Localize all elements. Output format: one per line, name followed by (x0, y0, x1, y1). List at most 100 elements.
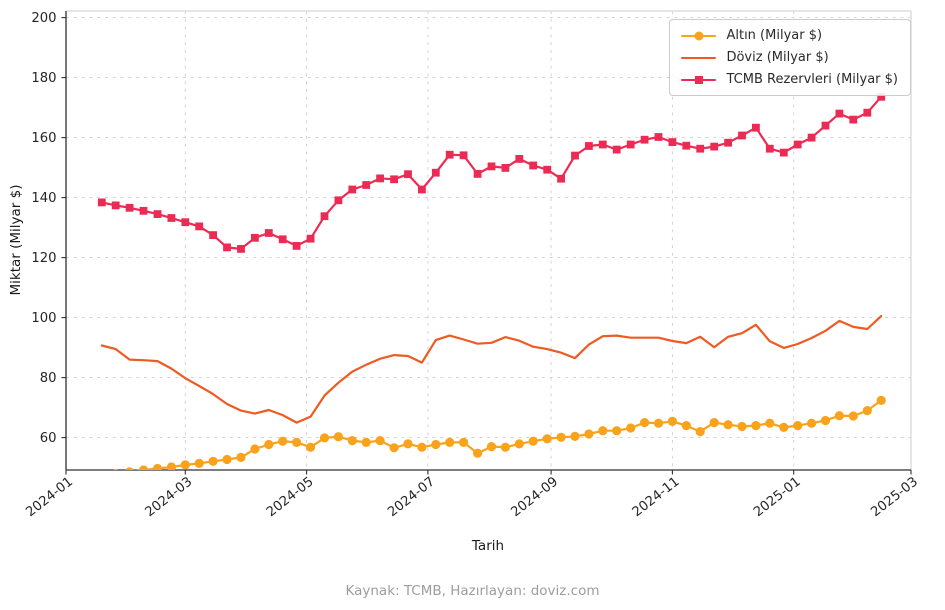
square-marker-icon (529, 161, 538, 170)
square-marker-icon (501, 164, 510, 172)
legend-item-tcmb: TCMB Rezervleri (Milyar $) (680, 71, 898, 88)
source-caption: Kaynak: TCMB, Hazırlayan: doviz.com (345, 583, 600, 599)
circle-marker-icon (598, 426, 608, 436)
circle-marker-icon (347, 436, 357, 446)
circle-marker-icon (333, 432, 343, 442)
x-tick-label: 2024-11 (630, 474, 683, 520)
y-tick-label: 60 (40, 431, 57, 446)
legend: Altın (Milyar $) Döviz (Milyar $) TCMB R… (669, 19, 911, 96)
circle-marker-icon (834, 411, 845, 421)
square-marker-icon (487, 162, 496, 171)
square-marker-icon (598, 140, 607, 149)
square-marker-icon (167, 214, 176, 222)
altin-series-line (134, 399, 883, 470)
square-marker-icon (459, 151, 468, 160)
square-marker-icon (125, 203, 134, 212)
circle-marker-icon (626, 423, 636, 433)
y-tick-label: 140 (31, 191, 56, 206)
legend-label-doviz: Döviz (Milyar $) (726, 50, 829, 65)
x-axis-title: Tarih (471, 538, 505, 554)
square-marker-icon (153, 210, 162, 218)
tcmb-markers (97, 92, 886, 253)
square-marker-icon (320, 212, 329, 221)
series-layer (97, 92, 886, 470)
circle-marker-icon (612, 426, 622, 436)
square-marker-icon (181, 218, 190, 227)
circle-marker-icon (403, 439, 413, 449)
square-marker-icon (640, 135, 649, 144)
square-marker-icon (431, 168, 440, 177)
circle-marker-icon (417, 442, 427, 452)
circle-marker-icon (793, 421, 803, 431)
circle-marker-icon (389, 443, 399, 453)
circle-marker-icon (667, 416, 678, 426)
circle-marker-icon (807, 418, 817, 428)
x-tick-label: 2024-05 (264, 474, 317, 520)
x-tick-label: 2025-03 (868, 474, 921, 520)
square-marker-icon (376, 174, 384, 183)
square-marker-icon (821, 121, 830, 130)
legend-label-tcmb: TCMB Rezervleri (Milyar $) (726, 72, 898, 87)
line-swatch-icon (681, 56, 717, 59)
legend-swatch-tcmb (680, 74, 717, 86)
square-marker-icon (139, 206, 148, 215)
circle-marker-icon (848, 411, 858, 421)
circle-marker-icon (751, 421, 761, 431)
square-marker-icon (292, 242, 301, 250)
circle-marker-icon (459, 437, 469, 447)
square-marker-icon (334, 196, 343, 205)
y-tick-label: 200 (31, 11, 56, 26)
x-axis: 2024-01 2024-03 2024-05 2024-07 2024-09 2024-… (23, 470, 921, 520)
square-marker-icon (738, 131, 746, 140)
circle-marker-icon (250, 444, 260, 454)
circle-marker-icon (431, 439, 441, 450)
square-marker-icon (557, 174, 565, 183)
circle-marker-icon (361, 437, 371, 447)
y-tick-label: 100 (31, 311, 56, 326)
circle-marker-icon (820, 415, 831, 426)
y-axis: 60 80 100 120 140 160 180 200 (31, 11, 66, 446)
square-marker-icon (195, 222, 204, 231)
square-marker-icon (682, 141, 691, 150)
square-marker-icon (404, 170, 412, 179)
square-marker-icon (278, 235, 287, 244)
y-tick-label: 180 (31, 71, 56, 86)
circle-marker-icon (514, 439, 524, 449)
circle-marker-icon (208, 456, 218, 466)
square-marker-icon (362, 181, 371, 189)
circle-marker-icon (166, 462, 176, 470)
square-marker-icon (473, 170, 482, 178)
square-marker-icon (209, 231, 217, 239)
circle-marker-icon (876, 395, 886, 405)
x-tick-label: 2024-09 (508, 474, 561, 520)
circle-marker-icon (528, 436, 538, 446)
square-marker-icon (348, 185, 357, 194)
circle-marker-icon (640, 418, 650, 428)
grid (65, 11, 912, 470)
square-marker-icon (668, 138, 677, 146)
square-marker-icon (793, 140, 802, 149)
circle-marker-icon (264, 439, 274, 450)
square-marker-icon (807, 133, 816, 142)
legend-item-altin: Altın (Milyar $) (680, 27, 898, 44)
square-marker-icon (445, 150, 454, 159)
y-tick-label: 160 (31, 131, 56, 146)
circle-marker-icon (779, 422, 789, 432)
square-marker-icon (710, 142, 719, 151)
circle-marker-icon (737, 421, 747, 432)
legend-swatch-altin (680, 30, 717, 42)
legend-item-doviz: Döviz (Milyar $) (680, 49, 898, 66)
circle-marker-icon (765, 418, 775, 428)
square-marker-icon (223, 243, 231, 252)
circle-marker-icon (723, 420, 733, 430)
square-marker-icon (571, 151, 579, 160)
square-marker-icon (612, 145, 621, 154)
x-tick-label: 2024-01 (23, 474, 76, 520)
circle-marker-icon (319, 433, 330, 443)
square-marker-icon (390, 175, 398, 184)
circle-marker-icon (584, 429, 594, 439)
y-tick-label: 80 (40, 371, 57, 386)
tcmb-series-line (100, 95, 883, 250)
circle-marker-icon (653, 418, 664, 428)
